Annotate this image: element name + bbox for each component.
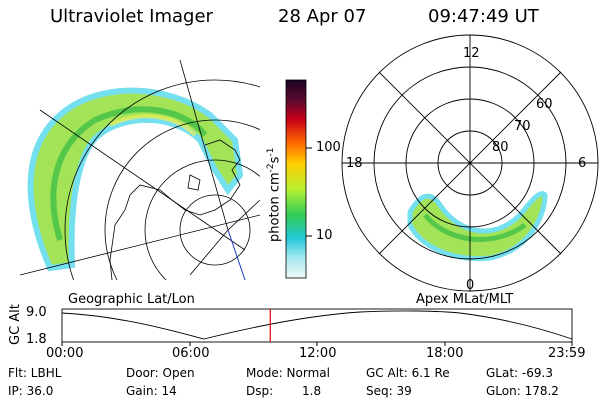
colorbar-tick-10: 10 [316, 228, 333, 243]
clock-label-0: 0 [466, 278, 475, 293]
info-gc-alt: GC Alt: 6.1 Re [366, 366, 450, 380]
lat-label-80: 80 [492, 140, 509, 155]
time-tick-2359: 23:59 [548, 346, 586, 361]
polar-plot [341, 34, 599, 292]
gc-alt-axis-label: GC Alt [8, 304, 23, 345]
info-dsp-value: 1.8 [302, 384, 322, 398]
app-title: Ultraviolet Imager [50, 6, 213, 27]
time-tick-0000: 00:00 [46, 346, 84, 361]
clock-label-18: 18 [346, 156, 363, 171]
time-tick-1200: 12:00 [299, 346, 337, 361]
apex-label: Apex MLat/MLT [416, 292, 514, 307]
clock-label-12: 12 [463, 46, 480, 61]
lat-label-70: 70 [514, 119, 531, 134]
info-flt: Flt: LBHL [8, 366, 62, 380]
lat-label-60: 60 [536, 97, 553, 112]
time-tick-1800: 18:00 [426, 346, 464, 361]
colorbar [285, 79, 307, 279]
info-mode: Mode: Normal [246, 366, 330, 380]
coastline [109, 139, 241, 280]
colorbar-tick-100: 100 [316, 140, 341, 155]
alt-tick-9: 9.0 [26, 305, 47, 320]
aurora-region [27, 87, 244, 272]
altitude-plot [61, 308, 573, 346]
info-ip: IP: 36.0 [8, 384, 54, 398]
time-tick-0600: 06:00 [172, 346, 210, 361]
info-gain: Gain: 14 [126, 384, 177, 398]
date-label: 28 Apr 07 [278, 6, 367, 27]
colorbar-unit-label: photon cm-2s-1 [266, 147, 283, 242]
info-seq: Seq: 39 [366, 384, 412, 398]
info-glon: GLon: 178.2 [486, 384, 559, 398]
clock-label-6: 6 [578, 156, 587, 171]
polar-aurora [407, 191, 548, 262]
alt-tick-1-8: 1.8 [26, 332, 47, 347]
info-door: Door: Open [126, 366, 195, 380]
geographic-map [19, 59, 260, 280]
info-dsp-label: Dsp: [246, 384, 274, 398]
time-label: 09:47:49 UT [428, 6, 539, 27]
info-glat: GLat: -69.3 [486, 366, 553, 380]
geographic-label: Geographic Lat/Lon [68, 292, 195, 307]
